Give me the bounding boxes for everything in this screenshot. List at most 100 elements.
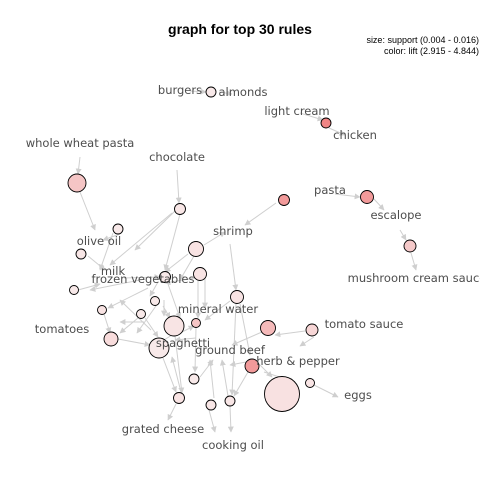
rule-edge [119,317,139,334]
item-label: grated cheese [122,422,204,436]
rule-edge [149,281,159,297]
rule-node [193,267,207,281]
rule-edge [179,255,195,281]
rule-edge [192,327,199,373]
rule-edge [163,213,181,271]
rule-node [188,241,204,257]
rule-edge [208,409,217,433]
rule-edge [75,156,82,175]
rule-edge [117,338,151,347]
legend-color: color: lift (2.915 - 4.844) [384,46,479,56]
rule-node [67,173,87,193]
item-label: spaghetti [156,336,210,350]
rule-edge [119,299,152,331]
rule-edge [134,210,176,251]
rule-edge [313,384,339,398]
item-label: olive oil [77,234,121,248]
rule-edge [123,274,161,281]
rule-node [188,373,200,385]
rule-edge [167,403,177,421]
rule-edge [174,335,185,394]
rule-edge [399,229,407,241]
rule-node [103,331,119,347]
rule-edge [274,330,306,338]
rule-node [97,305,107,315]
rule-edge [189,88,207,95]
rule-node [174,203,186,215]
rule-node [224,395,236,407]
rule-edge [98,232,114,271]
rule-edge [229,243,239,291]
item-label: mushroom cream sauce [348,271,480,285]
rule-edge [207,359,215,399]
item-label: chicken [333,128,377,142]
rule-edge [229,302,237,396]
rule-edge [244,202,277,226]
rule-edge [79,191,96,231]
rule-edge [181,325,195,333]
item-label: cooking oil [202,438,264,452]
rule-nodes-layer [67,86,417,412]
rule-edge [334,193,361,200]
rule-edge [164,277,196,286]
rule-edge [231,331,263,346]
rule-edge [164,253,189,273]
rule-edge [136,302,159,334]
item-label: tomatoes [35,322,89,336]
rule-edge [167,283,182,319]
item-label: eggs [344,388,372,402]
item-label: chocolate [149,150,205,164]
item-label: mineral water [178,302,258,316]
rule-edge [256,361,273,378]
rule-edge [218,90,233,97]
graph-title: graph for top 30 rules [168,21,312,37]
rule-edge [199,359,214,378]
rule-node [278,194,290,206]
rule-node [264,376,300,412]
rule-edge [162,357,177,393]
rule-edge [410,252,418,271]
rule-edge [229,361,247,367]
rule-edge [299,336,315,347]
rule-edge [89,278,146,292]
rule-edge [328,127,346,136]
item-labels-layer: burgers almonds light cream chicken whole wh… [26,83,480,452]
item-label: milk [101,264,126,278]
rule-node [148,337,170,359]
rule-edge [203,231,226,246]
rule-edge [103,313,112,334]
rule-edge [299,112,324,122]
rule-edge [107,287,149,309]
item-label: herb & pepper [256,354,340,368]
rule-edge [77,282,101,291]
rule-edge [204,300,231,321]
rule-node [205,86,217,98]
rule-node [205,399,217,411]
item-label: frozen vegetables [92,272,195,286]
rule-node [136,309,146,319]
rule-edge [144,317,159,338]
item-label: burgers [158,83,202,97]
rule-node [305,378,315,388]
rule-node [173,392,185,404]
rule-edge [239,303,252,356]
item-label: almonds [218,85,267,99]
rule-node [403,239,417,253]
rule-edge [373,198,385,211]
rule-node [150,296,160,306]
item-label: escalope [370,208,421,222]
rule-node [75,248,87,260]
rule-node [163,315,185,337]
rule-node [305,323,319,337]
rule-node [360,190,374,204]
rule-node [320,117,332,129]
item-label: shrimp [213,224,253,238]
rule-node [159,271,171,283]
edges-layer [75,88,418,433]
rule-node [69,285,79,295]
item-label: whole wheat pasta [26,136,135,150]
rule-edge [219,359,229,397]
rule-node [191,318,201,328]
item-label: light cream [264,104,329,118]
